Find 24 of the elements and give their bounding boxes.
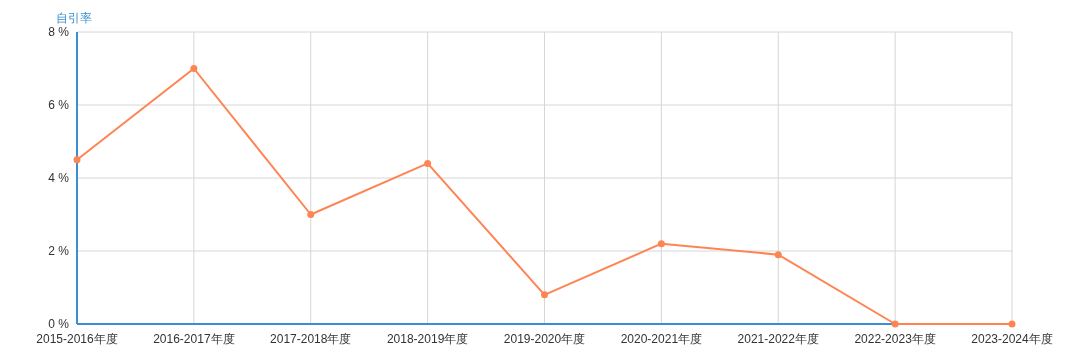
y-tick-label: 8 %	[48, 25, 70, 40]
point	[307, 211, 315, 218]
point	[891, 320, 899, 328]
point	[1008, 320, 1016, 328]
point	[73, 156, 81, 164]
point	[190, 65, 198, 72]
x-tick-label: 2023-2024年度	[971, 332, 1053, 346]
y-tick-label: 6 %	[48, 98, 70, 113]
x-tick-label: 2017-2018年度	[270, 332, 352, 346]
y-axis-title: 自引率	[56, 11, 92, 25]
y-tick-label: 2 %	[48, 244, 70, 259]
x-tick-label: 2021-2022年度	[737, 332, 819, 346]
x-tick-label: 2022-2023年度	[854, 332, 936, 346]
y-tick-label: 4 %	[48, 171, 70, 186]
x-tick-label: 2020-2021年度	[620, 332, 703, 346]
x-tick-label: 2015-2016年度	[36, 332, 118, 346]
y-tick-label: 0 %	[48, 317, 70, 332]
point	[424, 159, 432, 167]
point	[774, 251, 782, 259]
point	[541, 291, 548, 299]
x-tick-label: 2016-2017年度	[153, 332, 235, 346]
x-tick-label: 2018-2019年度	[386, 332, 469, 346]
x-tick-label: 2019-2020年度	[503, 332, 586, 346]
point	[657, 240, 665, 248]
